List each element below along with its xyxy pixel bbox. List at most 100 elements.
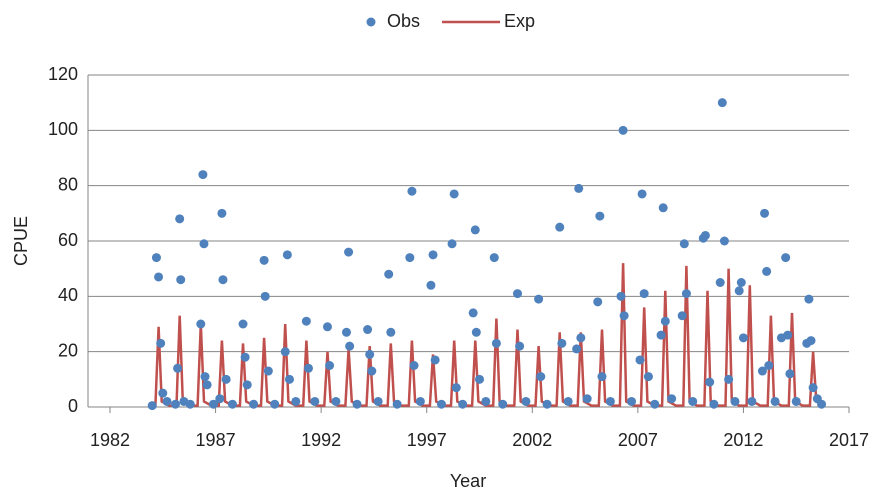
obs-point xyxy=(757,366,767,376)
obs-point xyxy=(365,349,375,359)
obs-point xyxy=(259,255,269,265)
obs-point xyxy=(363,325,373,335)
obs-point xyxy=(660,316,670,326)
y-tick-label: 40 xyxy=(58,285,78,305)
obs-point xyxy=(627,396,637,406)
obs-point xyxy=(200,372,210,382)
obs-point xyxy=(260,291,270,301)
obs-point xyxy=(574,183,584,193)
obs-point xyxy=(170,399,180,409)
obs-point xyxy=(468,308,478,318)
obs-point xyxy=(635,355,645,365)
obs-point xyxy=(449,189,459,199)
obs-point xyxy=(227,399,237,409)
legend-label: Exp xyxy=(504,11,535,31)
obs-point xyxy=(345,341,355,351)
obs-point xyxy=(202,380,212,390)
legend-marker xyxy=(366,17,376,27)
obs-point xyxy=(310,396,320,406)
obs-point xyxy=(451,383,461,393)
obs-point xyxy=(147,401,157,411)
obs-point xyxy=(158,388,168,398)
x-tick-label: 2017 xyxy=(829,430,869,450)
obs-point xyxy=(282,250,292,260)
obs-point xyxy=(238,319,248,329)
x-tick-label: 1982 xyxy=(90,430,130,450)
y-tick-label: 120 xyxy=(48,64,78,84)
x-tick-label: 2002 xyxy=(512,430,552,450)
obs-point xyxy=(322,322,332,332)
obs-point xyxy=(817,399,827,409)
obs-point xyxy=(301,316,311,326)
obs-point xyxy=(572,344,582,354)
obs-point xyxy=(605,396,615,406)
obs-point xyxy=(199,239,209,249)
obs-point xyxy=(557,338,567,348)
obs-point xyxy=(208,399,218,409)
obs-point xyxy=(781,253,791,263)
obs-point xyxy=(475,374,484,384)
x-tick-label: 1992 xyxy=(301,430,341,450)
obs-point xyxy=(656,330,666,340)
obs-point xyxy=(738,333,748,343)
obs-point xyxy=(405,253,415,263)
obs-point xyxy=(719,236,729,246)
obs-point xyxy=(804,294,814,304)
obs-point xyxy=(217,208,227,218)
obs-point xyxy=(764,361,774,370)
obs-point xyxy=(688,396,698,406)
obs-point xyxy=(762,266,772,276)
obs-point xyxy=(681,289,691,299)
obs-point xyxy=(534,294,544,304)
obs-point xyxy=(386,327,396,337)
obs-point xyxy=(760,208,770,218)
obs-point xyxy=(705,377,715,387)
obs-point xyxy=(513,289,523,299)
obs-point xyxy=(770,396,780,406)
obs-point xyxy=(156,338,166,348)
obs-point xyxy=(373,396,383,406)
obs-point xyxy=(734,286,744,296)
y-tick-label: 80 xyxy=(58,174,78,194)
obs-point xyxy=(618,125,628,135)
obs-point xyxy=(521,396,531,406)
obs-point xyxy=(352,399,362,409)
obs-point xyxy=(679,239,689,249)
obs-point xyxy=(344,247,354,257)
obs-point xyxy=(658,203,668,213)
obs-point xyxy=(616,291,626,301)
obs-point xyxy=(409,361,419,370)
obs-point xyxy=(747,396,757,406)
obs-point xyxy=(471,327,481,337)
y-tick-label: 20 xyxy=(58,340,78,360)
obs-point xyxy=(173,363,183,373)
obs-point xyxy=(426,280,436,290)
y-tick-label: 0 xyxy=(68,396,78,416)
obs-point xyxy=(700,230,710,240)
obs-point xyxy=(555,222,565,232)
obs-point xyxy=(196,319,206,329)
obs-point xyxy=(151,253,161,263)
obs-point xyxy=(785,369,795,379)
obs-point xyxy=(491,338,501,348)
obs-point xyxy=(331,396,341,406)
x-tick-label: 1987 xyxy=(196,430,236,450)
obs-point xyxy=(576,333,586,343)
obs-point xyxy=(542,399,552,409)
obs-point xyxy=(218,275,228,285)
obs-point xyxy=(536,372,546,382)
obs-point xyxy=(270,399,280,409)
obs-point xyxy=(185,399,195,409)
obs-point xyxy=(447,239,457,249)
obs-point xyxy=(730,396,740,406)
obs-point xyxy=(284,374,294,384)
obs-point xyxy=(595,211,605,221)
obs-point xyxy=(563,396,573,406)
obs-point xyxy=(650,399,660,409)
obs-point xyxy=(291,396,301,406)
y-tick-label: 100 xyxy=(48,119,78,139)
obs-point xyxy=(280,347,290,357)
obs-point xyxy=(717,98,727,108)
obs-point xyxy=(791,396,801,406)
